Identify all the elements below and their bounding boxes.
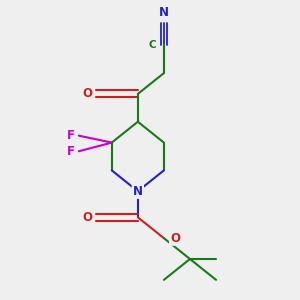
- Text: C: C: [148, 40, 156, 50]
- Text: O: O: [82, 87, 92, 101]
- Text: F: F: [67, 129, 75, 142]
- Text: N: N: [133, 185, 143, 198]
- Text: O: O: [170, 232, 180, 244]
- Text: O: O: [82, 211, 92, 224]
- Text: F: F: [67, 145, 75, 158]
- Text: N: N: [159, 5, 169, 19]
